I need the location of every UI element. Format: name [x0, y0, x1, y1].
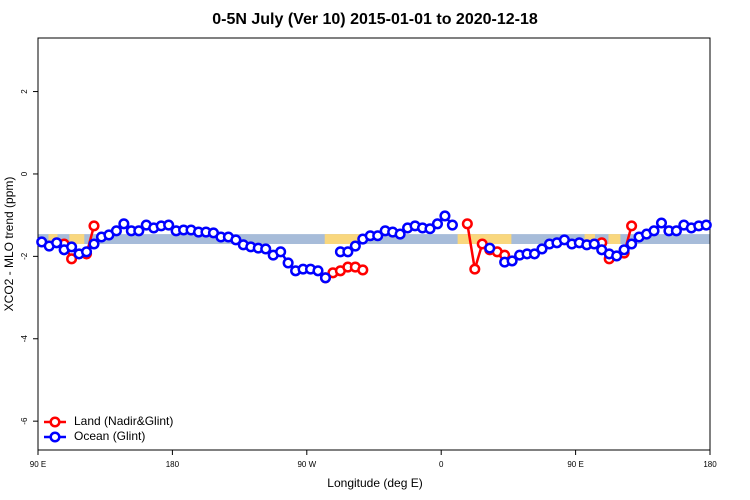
x-tick-label: 0: [439, 460, 444, 469]
data-point: [461, 218, 473, 230]
y-axis-label: XCO2 - MLO trend (ppm): [2, 177, 16, 312]
legend-label: Ocean (Glint): [74, 429, 145, 443]
data-point: [312, 265, 324, 277]
y-tick-label: -6: [20, 417, 29, 425]
data-point: [118, 218, 130, 230]
x-axis-label: Longitude (deg E): [327, 476, 422, 490]
data-point: [372, 230, 384, 242]
legend-label: Land (Nadir&Glint): [74, 414, 173, 428]
land-band: [324, 234, 366, 244]
data-point: [88, 238, 100, 250]
data-point: [506, 255, 518, 267]
data-point: [357, 264, 369, 276]
data-point: [655, 217, 668, 229]
data-point: [469, 263, 481, 275]
data-point: [319, 272, 332, 284]
data-point: [88, 220, 100, 232]
legend-marker: [49, 431, 61, 443]
data-point: [163, 219, 175, 231]
data-point: [528, 248, 541, 260]
data-point: [626, 220, 638, 232]
data-point: [51, 237, 63, 249]
x-tick-label: 90 E: [567, 460, 583, 469]
data-point: [446, 219, 458, 231]
data-point: [439, 210, 451, 222]
land-band: [69, 234, 85, 244]
data-point: [230, 234, 242, 246]
y-tick-label: 2: [20, 89, 29, 94]
x-tick-label: 180: [166, 460, 180, 469]
data-point: [66, 253, 78, 265]
land-band: [608, 234, 621, 244]
data-point: [588, 238, 600, 250]
x-tick-label: 90 W: [297, 460, 316, 469]
y-tick-label: 0: [20, 171, 29, 176]
data-point: [648, 225, 660, 237]
data-point: [626, 238, 638, 250]
data-point: [618, 244, 630, 256]
data-point: [66, 241, 78, 253]
data-point: [611, 250, 623, 262]
data-point: [133, 225, 145, 237]
data-point: [484, 242, 496, 254]
data-point: [349, 240, 361, 252]
chart-title: 0-5N July (Ver 10) 2015-01-01 to 2020-12…: [212, 11, 538, 28]
data-point: [80, 246, 93, 258]
y-tick-label: -4: [20, 335, 29, 343]
x-tick-label: 90 E: [30, 460, 46, 469]
data-point: [260, 243, 272, 255]
data-point: [282, 257, 294, 269]
y-tick-label: -2: [20, 252, 29, 260]
data-point: [342, 246, 354, 258]
data-point: [275, 246, 287, 258]
legend-marker: [49, 416, 61, 428]
data-point: [424, 223, 436, 235]
data-point: [670, 225, 682, 237]
land-band: [584, 234, 596, 244]
data-point: [431, 218, 444, 230]
data-point: [394, 228, 406, 240]
data-point: [536, 243, 548, 255]
data-point: [700, 219, 712, 231]
x-tick-label: 180: [703, 460, 717, 469]
data-point: [110, 225, 122, 237]
